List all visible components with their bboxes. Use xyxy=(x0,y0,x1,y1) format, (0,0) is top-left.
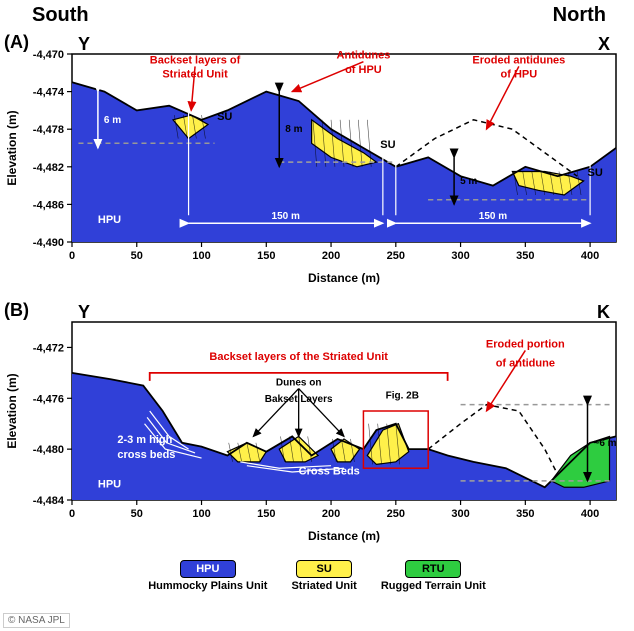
svg-text:300: 300 xyxy=(451,250,469,262)
header-south: South xyxy=(32,4,89,27)
svg-text:SU: SU xyxy=(380,139,395,151)
svg-text:Backset layers of: Backset layers of xyxy=(150,54,241,66)
svg-text:-4,484: -4,484 xyxy=(33,495,65,507)
svg-text:350: 350 xyxy=(516,250,534,262)
svg-text:HPU: HPU xyxy=(98,214,121,226)
svg-text:-4,486: -4,486 xyxy=(33,199,64,211)
svg-text:150: 150 xyxy=(257,250,275,262)
svg-text:Eroded antidunes: Eroded antidunes xyxy=(472,54,565,66)
svg-text:of antidune: of antidune xyxy=(496,358,555,370)
chart-a: 6 m 8 m 5 m 150 m 150 m Backset layers of Stri… xyxy=(0,30,634,290)
legend-item-su: SU Striated Unit xyxy=(291,560,356,592)
legend-item-hpu: HPU Hummocky Plains Unit xyxy=(148,560,267,592)
svg-text:150 m: 150 m xyxy=(272,211,300,222)
svg-text:X: X xyxy=(598,34,610,54)
svg-text:100: 100 xyxy=(192,250,210,262)
svg-text:6 m: 6 m xyxy=(104,115,121,126)
svg-text:SU: SU xyxy=(217,111,232,123)
svg-text:300: 300 xyxy=(451,508,469,520)
legend: HPU Hummocky Plains Unit SU Striated Uni… xyxy=(0,560,634,592)
svg-text:Fig. 2B: Fig. 2B xyxy=(386,390,419,401)
svg-text:200: 200 xyxy=(322,250,340,262)
svg-text:HPU: HPU xyxy=(98,478,121,490)
svg-text:Dunes on: Dunes on xyxy=(276,378,322,389)
svg-text:Backset layers of the Striated: Backset layers of the Striated Unit xyxy=(209,351,388,363)
svg-text:0: 0 xyxy=(69,250,75,262)
legend-label-su: Striated Unit xyxy=(291,580,356,592)
svg-text:Eroded portion: Eroded portion xyxy=(486,338,565,350)
svg-text:400: 400 xyxy=(581,508,599,520)
watermark: © NASA JPL xyxy=(3,613,70,628)
svg-text:of HPU: of HPU xyxy=(501,69,538,81)
svg-text:Cross Beds: Cross Beds xyxy=(299,466,360,478)
svg-text:-4,476: -4,476 xyxy=(33,393,64,405)
svg-text:cross beds: cross beds xyxy=(117,449,175,461)
header-north: North xyxy=(553,4,606,27)
legend-label-hpu: Hummocky Plains Unit xyxy=(148,580,267,592)
svg-text:250: 250 xyxy=(387,250,405,262)
svg-text:250: 250 xyxy=(387,508,405,520)
svg-text:Y: Y xyxy=(78,302,90,322)
svg-text:350: 350 xyxy=(516,508,534,520)
svg-text:0: 0 xyxy=(69,508,75,520)
legend-label-rtu: Rugged Terrain Unit xyxy=(381,580,486,592)
svg-text:of HPU: of HPU xyxy=(345,64,382,76)
svg-text:50: 50 xyxy=(131,508,143,520)
svg-text:Antidunes: Antidunes xyxy=(337,50,391,62)
legend-item-rtu: RTU Rugged Terrain Unit xyxy=(381,560,486,592)
svg-text:50: 50 xyxy=(131,250,143,262)
svg-text:Distance (m): Distance (m) xyxy=(308,529,380,543)
svg-text:Distance (m): Distance (m) xyxy=(308,271,380,285)
svg-text:150 m: 150 m xyxy=(479,211,507,222)
svg-text:-4,480: -4,480 xyxy=(33,444,64,456)
svg-text:-4,474: -4,474 xyxy=(33,87,65,99)
svg-text:400: 400 xyxy=(581,250,599,262)
svg-text:K: K xyxy=(597,302,610,322)
svg-text:Striated Unit: Striated Unit xyxy=(162,69,228,81)
svg-text:SU: SU xyxy=(588,167,603,179)
svg-text:2-3 m high: 2-3 m high xyxy=(117,434,172,446)
legend-box-hpu: HPU xyxy=(180,560,236,578)
svg-text:100: 100 xyxy=(192,508,210,520)
svg-text:Y: Y xyxy=(78,34,90,54)
legend-box-su: SU xyxy=(296,560,352,578)
svg-text:8 m: 8 m xyxy=(285,124,302,135)
svg-text:Bakset Layers: Bakset Layers xyxy=(265,394,333,405)
svg-text:-4,490: -4,490 xyxy=(33,237,64,249)
chart-b: ~6 m Backset layers of the Striated Unit E… xyxy=(0,298,634,548)
svg-text:Elevation (m): Elevation (m) xyxy=(5,373,19,448)
svg-text:-4,478: -4,478 xyxy=(33,124,64,136)
svg-text:-4,482: -4,482 xyxy=(33,162,64,174)
svg-text:Elevation (m): Elevation (m) xyxy=(5,110,19,185)
svg-text:200: 200 xyxy=(322,508,340,520)
svg-text:~6 m: ~6 m xyxy=(594,438,617,449)
legend-box-rtu: RTU xyxy=(405,560,461,578)
svg-text:5 m: 5 m xyxy=(460,176,477,187)
svg-text:150: 150 xyxy=(257,508,275,520)
svg-text:-4,472: -4,472 xyxy=(33,342,64,354)
svg-text:-4,470: -4,470 xyxy=(33,49,64,61)
